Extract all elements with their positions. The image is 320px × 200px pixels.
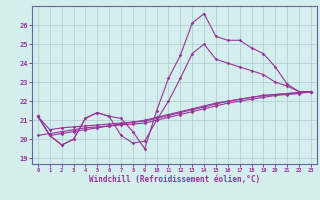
- X-axis label: Windchill (Refroidissement éolien,°C): Windchill (Refroidissement éolien,°C): [89, 175, 260, 184]
